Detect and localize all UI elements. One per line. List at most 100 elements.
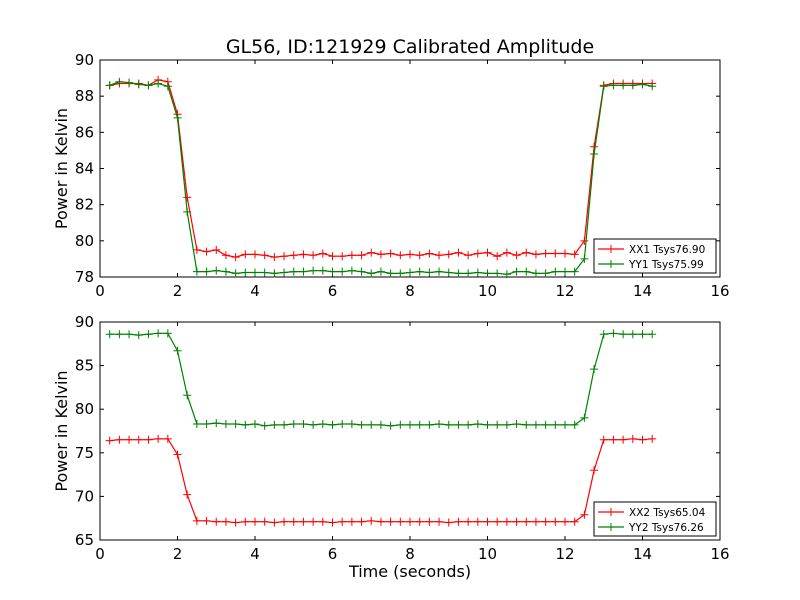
data-point — [367, 248, 376, 257]
data-point — [183, 391, 192, 400]
data-point — [318, 249, 327, 258]
data-point — [512, 251, 521, 260]
data-point — [522, 517, 531, 526]
x-tick-label: 6 — [328, 545, 338, 563]
data-point — [638, 80, 647, 89]
y-tick-label: 90 — [75, 51, 94, 69]
series-2-2 — [105, 329, 657, 430]
x-tick-label: 0 — [95, 545, 105, 563]
x-tick-label: 12 — [555, 282, 574, 300]
data-point — [628, 81, 637, 90]
data-point — [328, 420, 337, 429]
data-point — [541, 517, 550, 526]
data-point — [115, 330, 124, 339]
data-point — [376, 420, 385, 429]
data-point — [289, 420, 298, 429]
data-point — [464, 251, 473, 260]
data-point — [648, 434, 657, 443]
data-point — [473, 517, 482, 526]
data-point — [212, 517, 221, 526]
data-point — [105, 81, 114, 90]
data-point — [444, 518, 453, 527]
subplot-1: 0 2 4 6 8 10 12 14 16 78 80 82 84 86 88 90 Power in Kelv… — [52, 51, 730, 300]
data-point — [338, 267, 347, 276]
data-point — [415, 251, 424, 260]
legend-1: XX1 Tsys76.90 YY1 Tsys75.99 — [593, 238, 717, 274]
data-point — [444, 250, 453, 259]
data-point — [309, 251, 318, 260]
series-1-2 — [105, 77, 657, 279]
legend-marker — [607, 523, 615, 531]
data-point — [628, 434, 637, 443]
data-point — [270, 518, 279, 527]
y-tick-label: 82 — [75, 196, 94, 214]
data-point — [406, 517, 414, 526]
data-point — [444, 420, 453, 429]
data-point — [125, 330, 134, 339]
data-point — [522, 267, 531, 276]
data-point — [531, 420, 540, 429]
data-point — [260, 268, 269, 277]
data-point — [376, 267, 385, 276]
data-point — [289, 267, 298, 276]
data-point — [648, 82, 657, 91]
data-point — [328, 267, 337, 276]
data-point — [105, 330, 114, 339]
x-axis-label: Time (seconds) — [348, 562, 471, 581]
data-point — [483, 248, 492, 257]
data-point — [638, 330, 647, 339]
data-point — [105, 436, 114, 445]
data-point — [221, 517, 230, 526]
y-axis-label: Power in Kelvin — [52, 108, 71, 229]
data-point — [318, 420, 327, 429]
data-point — [454, 248, 463, 257]
data-point — [435, 420, 444, 429]
data-point — [221, 251, 230, 260]
data-point — [561, 420, 569, 429]
data-point — [173, 346, 182, 355]
x-tick-label: 4 — [250, 282, 260, 300]
x-tick-label: 16 — [710, 282, 729, 300]
data-point — [202, 267, 211, 276]
data-point — [134, 435, 143, 444]
x-tick-label: 8 — [405, 545, 415, 563]
data-point — [231, 269, 240, 278]
data-point — [338, 420, 347, 429]
x-tick-label: 8 — [405, 282, 415, 300]
data-point — [435, 517, 444, 526]
data-point — [299, 250, 308, 259]
data-point — [415, 420, 424, 429]
data-point — [609, 435, 618, 444]
data-point — [202, 247, 211, 256]
data-point — [289, 517, 298, 526]
data-point — [154, 434, 163, 443]
x-tick-label: 2 — [173, 545, 183, 563]
data-point — [144, 81, 153, 90]
subplot-2: 0 2 4 6 8 10 12 14 16 65 70 75 80 85 90 Power in Kelvin… — [52, 313, 730, 581]
data-point — [280, 268, 289, 277]
data-point — [386, 249, 395, 258]
legend-2: XX2 Tsys65.04 YY2 Tsys76.26 — [593, 501, 717, 537]
data-point — [367, 269, 376, 278]
data-point — [231, 253, 240, 262]
data-point — [386, 517, 395, 526]
data-point — [251, 250, 259, 259]
data-point — [260, 421, 269, 430]
data-point — [299, 420, 308, 429]
x-tick-label: 14 — [633, 545, 652, 563]
legend-marker — [607, 260, 615, 268]
data-point — [241, 250, 250, 259]
data-point — [328, 518, 337, 527]
data-point — [318, 517, 327, 526]
x-tick-label: 16 — [710, 545, 729, 563]
y-tick-label: 65 — [75, 531, 94, 549]
data-point — [357, 517, 366, 526]
data-point — [464, 420, 473, 429]
data-point — [454, 420, 463, 429]
data-point — [212, 419, 221, 428]
data-point — [154, 329, 163, 338]
data-point — [376, 250, 385, 259]
data-point — [309, 517, 318, 526]
data-point — [115, 435, 124, 444]
